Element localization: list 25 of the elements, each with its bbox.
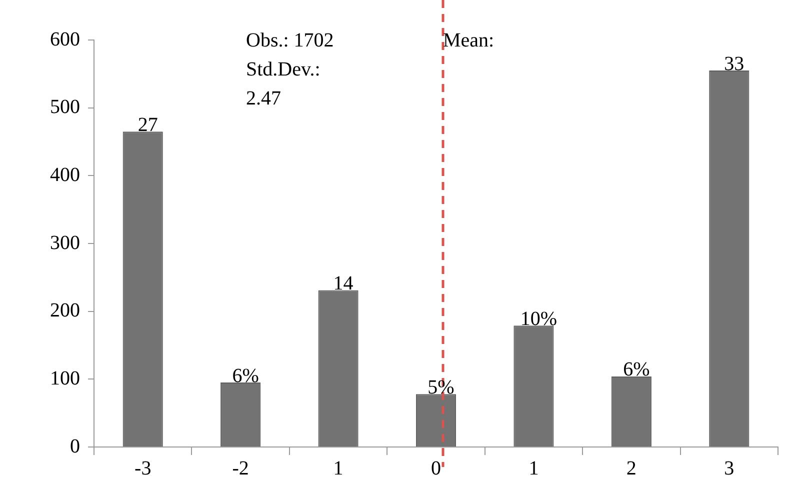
x-tick-label: 1 (333, 457, 344, 480)
annotation: 5% (428, 376, 454, 398)
annotation: Obs.: 1702 (246, 29, 334, 52)
annotation: Std.Dev.: (246, 58, 320, 80)
y-tick-label: 400 (50, 164, 80, 186)
annotation: 33 (724, 52, 744, 75)
y-tick-label: 200 (50, 300, 80, 322)
x-tick-label: -2 (232, 457, 249, 480)
y-tick-label: 100 (50, 367, 80, 390)
ref-line-label: Mean: (443, 29, 494, 52)
annotation: 10% (520, 308, 558, 330)
x-tick-label: 0 (431, 457, 441, 480)
annotation: 6% (623, 358, 650, 381)
y-tick-label: 600 (50, 28, 80, 50)
annotation: 14 (333, 272, 354, 295)
x-tick-label: 3 (724, 457, 734, 480)
x-tick-label: 1 (528, 457, 539, 480)
annotation: 6% (232, 364, 259, 387)
y-tick-label: 500 (50, 96, 80, 118)
annotation: 2.47 (246, 87, 281, 110)
y-tick-label: 300 (50, 232, 80, 254)
x-tick-label: -3 (134, 457, 152, 480)
annotation: 27 (138, 114, 158, 136)
y-tick-label: 0 (70, 435, 80, 458)
x-tick-label: 2 (626, 457, 636, 480)
